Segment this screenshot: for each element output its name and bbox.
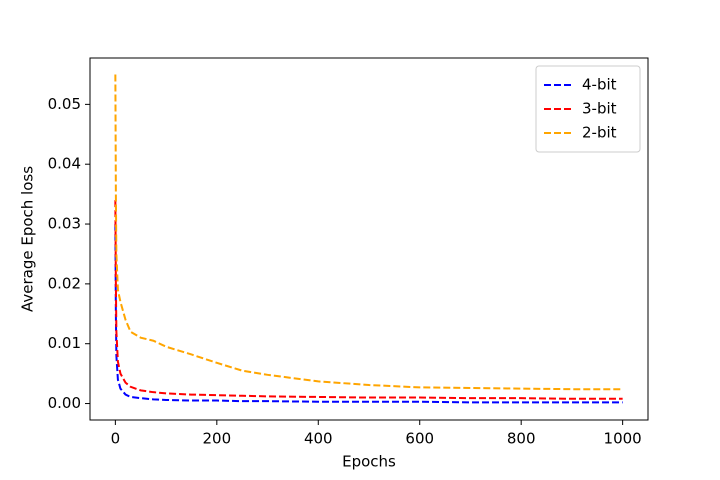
x-tick-label: 200 bbox=[202, 430, 231, 448]
y-axis-label: Average Epoch loss bbox=[19, 166, 37, 312]
legend-label: 4-bit bbox=[582, 76, 617, 94]
y-tick-label: 0.00 bbox=[48, 394, 81, 412]
x-tick-label: 400 bbox=[304, 430, 333, 448]
series-line bbox=[114, 224, 623, 404]
legend-label: 3-bit bbox=[582, 100, 617, 118]
y-tick-label: 0.01 bbox=[48, 334, 81, 352]
y-tick-label: 0.04 bbox=[48, 155, 81, 173]
legend-box bbox=[535, 65, 641, 153]
series-line bbox=[114, 74, 623, 391]
y-tick-label: 0.03 bbox=[48, 215, 81, 233]
x-tick-label: 600 bbox=[405, 430, 434, 448]
y-tick-label: 0.05 bbox=[48, 95, 81, 113]
x-tick-label: 1000 bbox=[604, 430, 642, 448]
series-line bbox=[114, 200, 623, 400]
x-tick-label: 800 bbox=[507, 430, 536, 448]
x-tick-label: 0 bbox=[111, 430, 121, 448]
plot-frame bbox=[89, 57, 649, 421]
legend-label: 2-bit bbox=[582, 124, 617, 142]
y-tick-label: 0.02 bbox=[48, 274, 81, 292]
x-axis-label: Epochs bbox=[342, 453, 396, 471]
